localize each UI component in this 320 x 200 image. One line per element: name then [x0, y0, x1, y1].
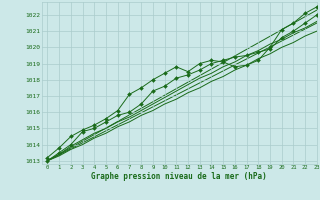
X-axis label: Graphe pression niveau de la mer (hPa): Graphe pression niveau de la mer (hPa) [91, 172, 267, 181]
